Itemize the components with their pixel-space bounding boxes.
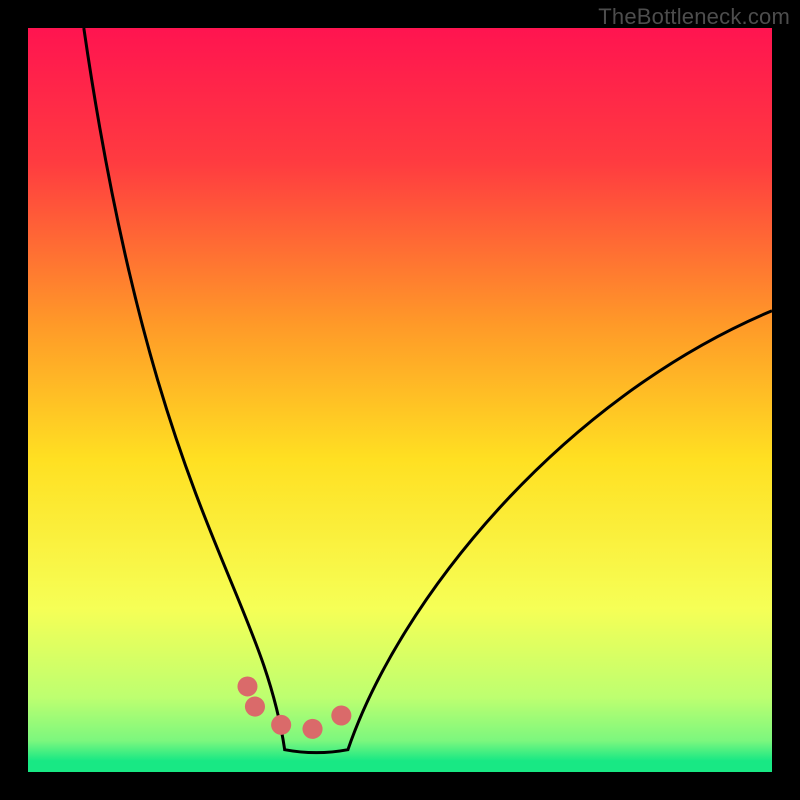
watermark-text: TheBottleneck.com (598, 4, 790, 30)
chart-frame: TheBottleneck.com (0, 0, 800, 800)
chart-svg (0, 0, 800, 800)
highlight-dot-outlier (237, 676, 257, 696)
